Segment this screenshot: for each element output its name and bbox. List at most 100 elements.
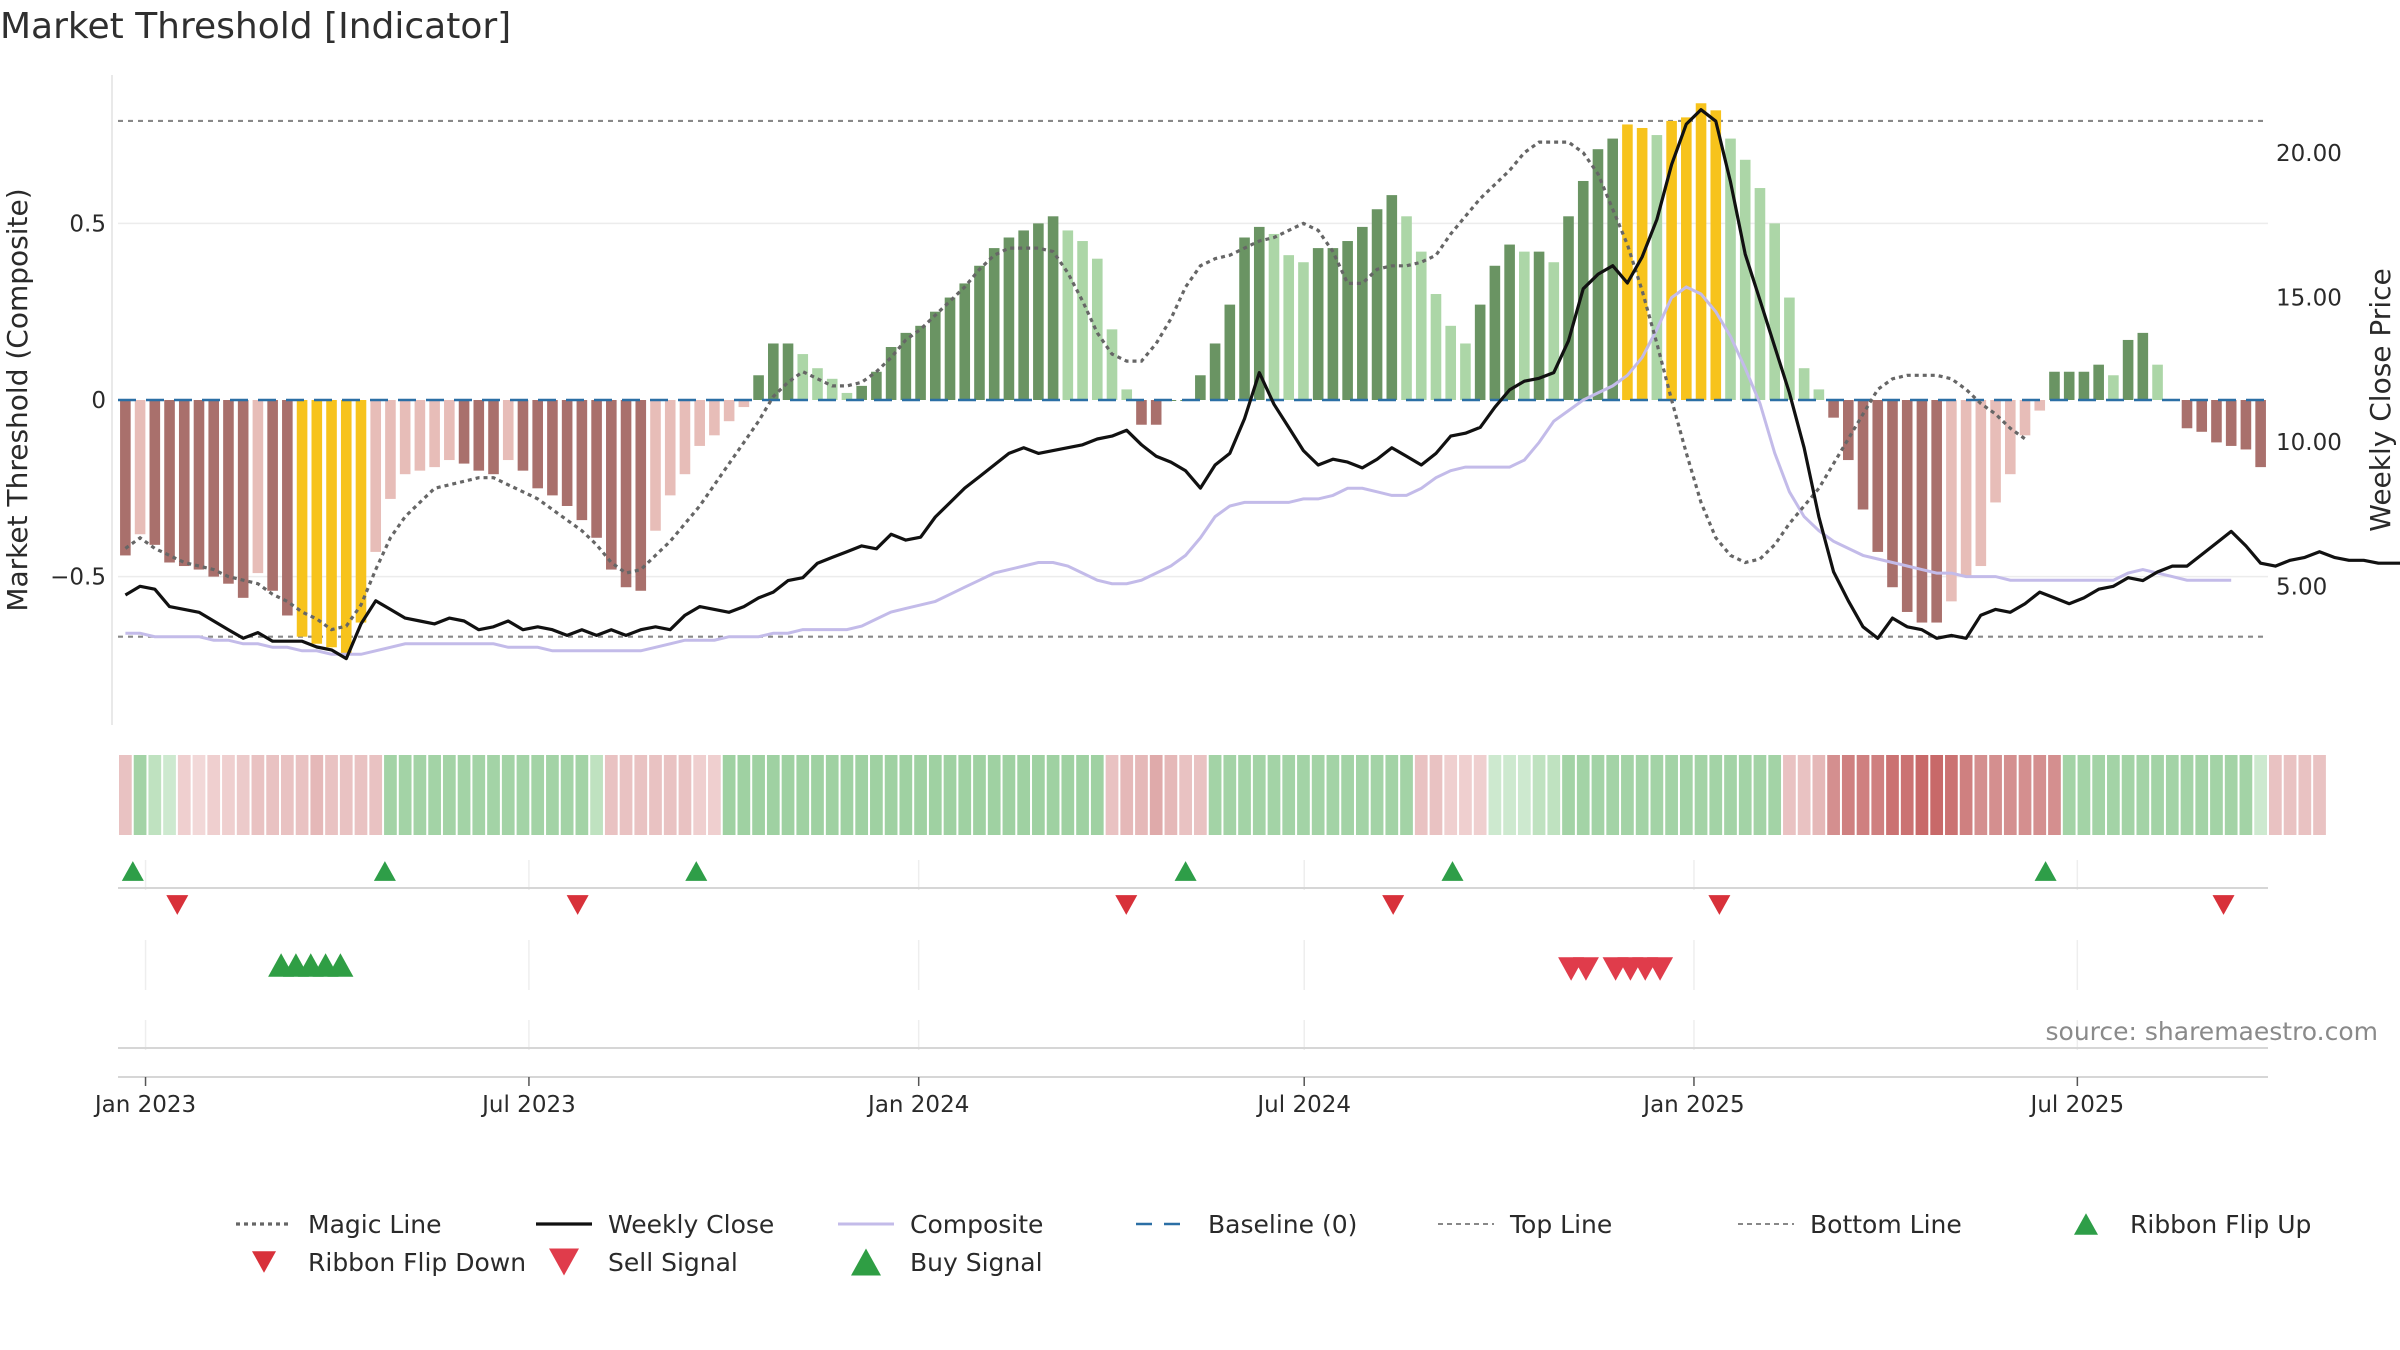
histogram-bar — [2225, 400, 2237, 446]
ribbon-flip-down-marker — [1382, 895, 1405, 915]
ribbon-cell — [1591, 755, 1605, 835]
ribbon-cell — [325, 755, 338, 835]
ribbon-flip-down-marker — [166, 895, 189, 915]
ribbon-cell — [310, 755, 324, 835]
ribbon-cell — [781, 755, 795, 835]
histogram-bar — [1312, 248, 1324, 400]
ribbon-cell — [870, 755, 883, 835]
ribbon-cell — [236, 755, 250, 835]
ribbon-cell — [1355, 755, 1369, 835]
histogram-bar — [178, 400, 190, 567]
histogram-bar — [1754, 188, 1766, 400]
histogram-bar — [1253, 226, 1265, 400]
legend-swatch-flipup — [2074, 1213, 2098, 1235]
ribbon-cell — [1871, 755, 1885, 835]
histogram-bar — [1371, 209, 1383, 400]
histogram-bar — [1003, 237, 1015, 400]
ribbon-cell — [531, 755, 545, 835]
ribbon-flip-up-marker — [2034, 861, 2057, 881]
ribbon-cell — [1930, 755, 1944, 835]
ribbon-strip — [119, 755, 2326, 835]
ribbon-cell — [1208, 755, 1222, 835]
ribbon-cell — [516, 755, 530, 835]
histogram-bar — [120, 400, 131, 556]
histogram-bar — [1091, 258, 1103, 400]
histogram-bar — [782, 343, 794, 400]
histogram-bar — [1062, 230, 1074, 400]
ribbon-cell — [840, 755, 854, 835]
legend-label: Bottom Line — [1810, 1210, 1962, 1239]
ribbon-cell — [1400, 755, 1413, 835]
histogram-bar — [2255, 400, 2266, 468]
histogram-bar — [1931, 400, 1942, 623]
ribbon-cell — [2195, 755, 2209, 835]
histogram-bar — [1298, 262, 1309, 400]
histogram-bar — [871, 371, 882, 400]
ribbon-cell — [398, 755, 412, 835]
histogram-bar — [2240, 400, 2252, 450]
ribbon-cell — [1856, 755, 1870, 835]
buy-signal-marker — [327, 953, 354, 977]
x-tick-label: Jul 2025 — [2029, 1092, 2125, 1118]
ribbon-cell — [1459, 755, 1472, 835]
grid-lines — [111, 75, 2268, 725]
histogram-bar — [1901, 400, 1913, 612]
histogram-bar — [1283, 255, 1295, 400]
ribbon-cell — [501, 755, 515, 835]
ribbon-cell — [1841, 755, 1855, 835]
ribbon-cell — [472, 755, 486, 835]
legend-label: Ribbon Flip Down — [308, 1248, 526, 1277]
histogram-bar — [1357, 226, 1368, 400]
histogram-bar — [1474, 304, 1486, 400]
histogram-bar — [1695, 103, 1707, 401]
ribbon-cell — [1768, 755, 1782, 835]
histogram-bar — [193, 400, 205, 570]
histogram-bar — [915, 325, 926, 400]
histogram-bar — [738, 400, 750, 408]
histogram-bar — [1209, 343, 1221, 400]
histogram-bar — [768, 343, 779, 400]
histogram-bar — [429, 400, 440, 468]
histogram-bar — [1946, 400, 1957, 602]
histogram-bar — [208, 400, 220, 577]
ribbon-cell — [1326, 755, 1340, 835]
ribbon-cell — [1547, 755, 1561, 835]
ribbon-cell — [2165, 755, 2179, 835]
ribbon-cell — [1709, 755, 1723, 835]
ribbon-cell — [1473, 755, 1487, 835]
histogram-bar — [1960, 400, 1972, 577]
ribbon-cell — [1812, 755, 1826, 835]
ribbon-cell — [2048, 755, 2061, 835]
ribbon-cell — [2298, 755, 2312, 835]
ribbon-cell — [1665, 755, 1678, 835]
ribbon-cell — [1945, 755, 1958, 835]
histogram-bar — [1990, 400, 2001, 503]
ribbon-cell — [796, 755, 810, 835]
histogram-bar — [1798, 368, 1810, 400]
histogram-bar — [812, 368, 823, 400]
ribbon-cell — [1650, 755, 1664, 835]
histogram-bar — [2122, 339, 2134, 400]
histogram-bar — [885, 347, 897, 400]
histogram-bar — [1651, 135, 1663, 400]
ribbon-cell — [1724, 755, 1737, 835]
ribbon-cell — [1017, 755, 1031, 835]
ribbon-cell — [2254, 755, 2267, 835]
histogram-bar — [326, 400, 337, 648]
ribbon-cell — [2018, 755, 2032, 835]
ribbon-cell — [1002, 755, 1016, 835]
histogram-bar — [2108, 375, 2119, 400]
source-label: source: sharemaestro.com — [2046, 1017, 2379, 1046]
sell-signal-marker — [1647, 957, 1674, 981]
y-left-tick-label: −0.5 — [50, 565, 106, 591]
ribbon-cell — [1223, 755, 1237, 835]
ribbon-cell — [2180, 755, 2194, 835]
ribbon-cell — [384, 755, 397, 835]
histogram-bar — [2063, 371, 2075, 400]
histogram-bar — [1195, 375, 1206, 400]
ribbon-cell — [369, 755, 383, 835]
ribbon-cell — [1032, 755, 1045, 835]
ribbon-cell — [2121, 755, 2135, 835]
ribbon-cell — [693, 755, 707, 835]
